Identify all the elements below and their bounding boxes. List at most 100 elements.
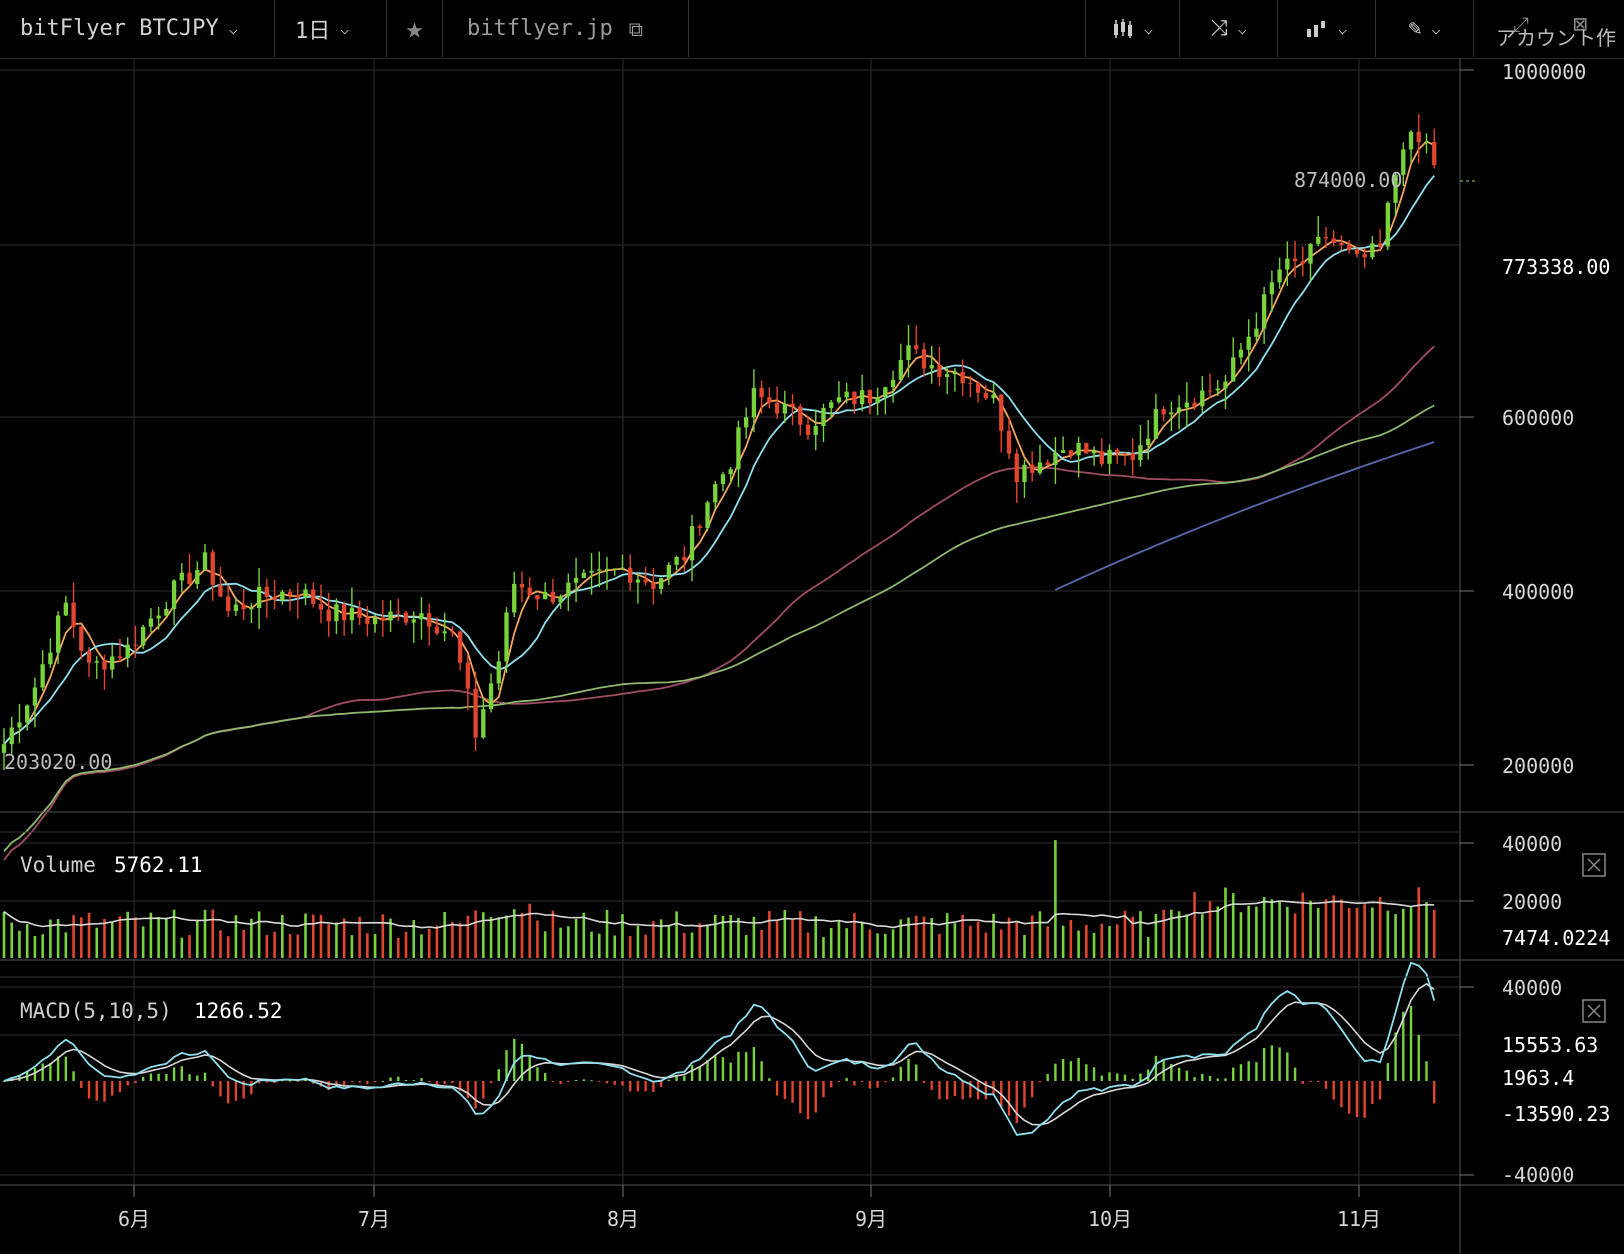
volume-bar — [435, 925, 439, 958]
candle-body — [1215, 388, 1220, 391]
macd-histogram-bar — [930, 1081, 933, 1090]
volume-close-icon[interactable] — [1582, 853, 1606, 877]
fullscreen-icon[interactable]: ⤢ — [1513, 12, 1529, 36]
candle-body — [875, 397, 880, 404]
symbol-selector[interactable]: bitFlyer BTCJPY ⌵ — [0, 0, 275, 57]
account-label[interactable]: アカウント作 — [1496, 26, 1616, 50]
candle-body — [1130, 453, 1135, 461]
macd-histogram-bar — [342, 1081, 346, 1087]
volume-bars — [2, 840, 1436, 958]
price-tick: 1000000 — [1502, 60, 1586, 84]
volume-bar — [512, 909, 516, 958]
candle-body — [1323, 236, 1329, 239]
candle-body — [597, 569, 602, 571]
volume-bar — [992, 913, 995, 958]
candle-body — [604, 569, 610, 571]
macd-histogram-bar — [907, 1058, 910, 1081]
macd-histogram-bar — [1255, 1062, 1258, 1081]
candle-body — [906, 345, 911, 360]
macd-histogram-bar — [111, 1081, 114, 1096]
candle-body — [133, 644, 138, 646]
volume-bar — [644, 934, 647, 958]
volume-bar — [335, 922, 338, 958]
candle-body — [241, 604, 246, 610]
macd-histogram-bar — [667, 1079, 671, 1081]
macd-histogram-bar — [938, 1081, 941, 1100]
candle-body — [829, 402, 834, 408]
star-icon[interactable]: ★ — [387, 0, 443, 57]
top-toolbar: bitFlyer BTCJPY ⌵ 1日 ⌵ ★ bitflyer.jp ⧉ ⌵… — [0, 0, 1624, 59]
candle-body — [1030, 464, 1035, 473]
chevron-down-icon: ⌵ — [1237, 19, 1247, 38]
candle-body — [674, 556, 679, 565]
macd-histogram-bar — [1347, 1081, 1351, 1114]
macd-histogram-bar — [1216, 1078, 1219, 1081]
macd-histogram-bar — [165, 1074, 168, 1081]
volume-bar — [1170, 909, 1173, 958]
candle-body — [744, 417, 749, 428]
account-area[interactable]: ⤢ ⊠ アカウント作 — [1493, 0, 1624, 57]
macd-histogram-bar — [327, 1081, 330, 1091]
macd-histogram-bar — [172, 1067, 176, 1081]
volume-bar — [590, 931, 593, 958]
candle-body — [1300, 261, 1305, 264]
volume-bar — [1332, 895, 1336, 958]
site-link[interactable]: bitflyer.jp ⧉ — [443, 0, 689, 57]
macd-histogram-bar — [296, 1081, 299, 1082]
macd-histogram-bar — [652, 1081, 655, 1092]
volume-bar — [219, 930, 222, 958]
candle-body — [1060, 450, 1066, 453]
axes — [0, 58, 1624, 1254]
volume-bar — [381, 914, 385, 958]
volume-bar — [342, 918, 346, 958]
volume-bar — [505, 915, 508, 958]
volume-bar — [1193, 892, 1196, 958]
macd-histogram-bar — [126, 1081, 129, 1086]
price-tick: 600000 — [1502, 406, 1574, 430]
candle-body — [427, 613, 432, 627]
macd-histogram-bar — [1293, 1067, 1297, 1081]
volume-title: Volume — [20, 853, 96, 877]
macd-histogram-bar — [953, 1081, 957, 1097]
macd-histogram-bar — [1061, 1059, 1065, 1081]
candle-body — [543, 591, 548, 600]
macd-close-icon[interactable] — [1582, 999, 1606, 1023]
screenshot-icon[interactable]: ⊠ — [1573, 10, 1588, 38]
compare-icon[interactable]: ⤨ ⌵ — [1180, 0, 1278, 57]
last-price-label: 773338.00 — [1502, 255, 1610, 279]
volume-bar — [1069, 919, 1073, 958]
volume-bar — [482, 912, 485, 958]
macd-histogram-bar — [64, 1056, 68, 1081]
macd-histogram-bar — [922, 1081, 926, 1084]
volume-bar — [458, 923, 462, 958]
volume-bar — [922, 916, 926, 958]
candle-body — [249, 608, 254, 610]
volume-bar — [304, 913, 307, 958]
indicator-icon[interactable]: ⌵ — [1278, 0, 1376, 57]
candles-icon[interactable]: ⌵ — [1085, 0, 1180, 57]
volume-bar — [288, 934, 292, 958]
pencil-icon[interactable]: ✎ ⌵ — [1376, 0, 1474, 57]
macd-histogram-bar — [768, 1078, 771, 1081]
macd-histogram-bar — [574, 1079, 578, 1081]
macd-histogram-bar — [1031, 1081, 1034, 1098]
macd-histogram-bar — [806, 1081, 810, 1120]
x-tick-label: 7月 — [358, 1207, 390, 1231]
low-price-label: 203020.00 — [4, 750, 112, 774]
candle-body — [372, 617, 378, 625]
volume-bar — [690, 932, 694, 958]
macd-histogram-bar — [80, 1081, 83, 1089]
macd-histogram-bar — [1278, 1047, 1281, 1081]
interval-selector[interactable]: 1日 ⌵ — [275, 0, 387, 57]
candle-body — [697, 526, 702, 528]
candle-body — [218, 584, 223, 597]
chevron-down-icon: ⌵ — [228, 19, 238, 38]
candle-body — [86, 650, 92, 663]
candle-body — [202, 552, 208, 571]
macd-histogram-bar — [1139, 1073, 1142, 1081]
volume-bar — [296, 934, 300, 958]
macd-histogram-bar — [1154, 1055, 1158, 1081]
macd-histogram-bar — [458, 1081, 462, 1091]
volume-bar — [760, 929, 763, 958]
